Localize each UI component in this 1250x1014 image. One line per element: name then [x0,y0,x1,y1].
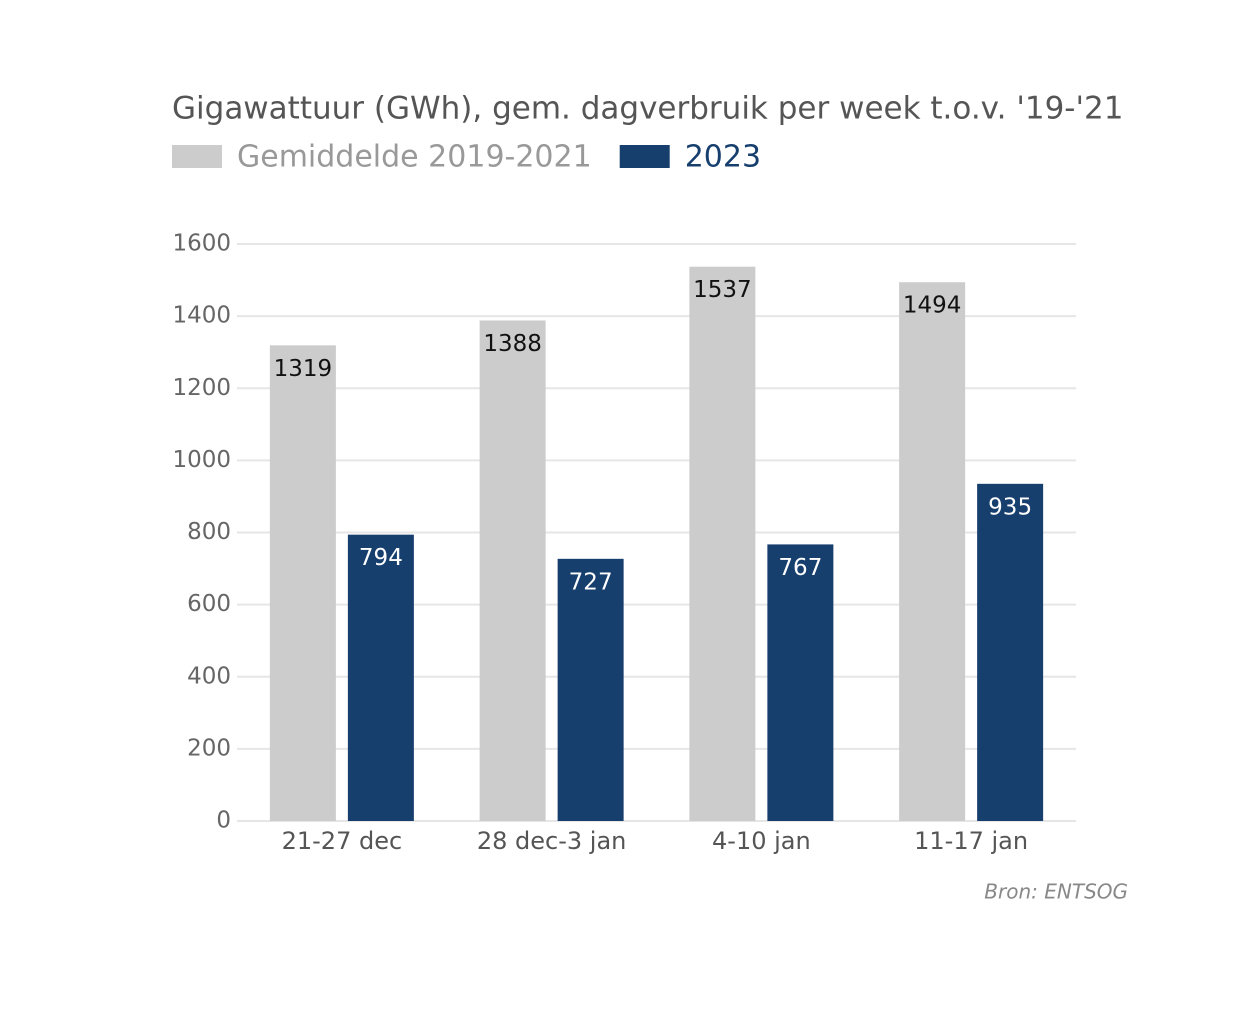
bar [977,483,1044,821]
x-tick-label: 21-27 dec [282,827,403,855]
bar [479,320,546,821]
bar [899,282,966,821]
x-tick-label: 11-17 jan [914,827,1028,855]
y-tick-label: 1400 [172,303,231,329]
y-tick-label: 600 [187,591,231,617]
bar [557,558,624,821]
value-label: 1319 [274,356,333,382]
value-label: 727 [569,569,613,595]
legend-label: 2023 [685,140,761,175]
x-tick-label: 28 dec-3 jan [477,827,627,855]
value-label: 767 [778,555,822,581]
y-tick-label: 200 [187,735,231,761]
y-tick-label: 1000 [172,447,231,473]
y-tick-label: 1600 [172,231,231,257]
value-label: 1388 [483,331,542,357]
y-tick-label: 800 [187,519,231,545]
y-tick-label: 1200 [172,375,231,401]
value-label: 1537 [693,277,752,303]
y-tick-label: 400 [187,663,231,689]
y-tick-label: 0 [216,808,231,834]
bar [269,345,336,821]
value-label: 794 [359,545,403,571]
value-label: 935 [988,494,1032,520]
bar [767,544,834,821]
x-tick-label: 4-10 jan [712,827,811,855]
legend-label: Gemiddelde 2019-2021 [237,140,592,175]
legend-swatch [619,145,670,168]
bar [347,534,414,821]
legend-swatch [172,145,222,168]
chart-title: Gigawattuur (GWh), gem. dagverbruik per … [172,91,1123,127]
bar [689,266,756,821]
value-label: 1494 [903,293,962,319]
source: Bron: ENTSOG [984,880,1128,904]
